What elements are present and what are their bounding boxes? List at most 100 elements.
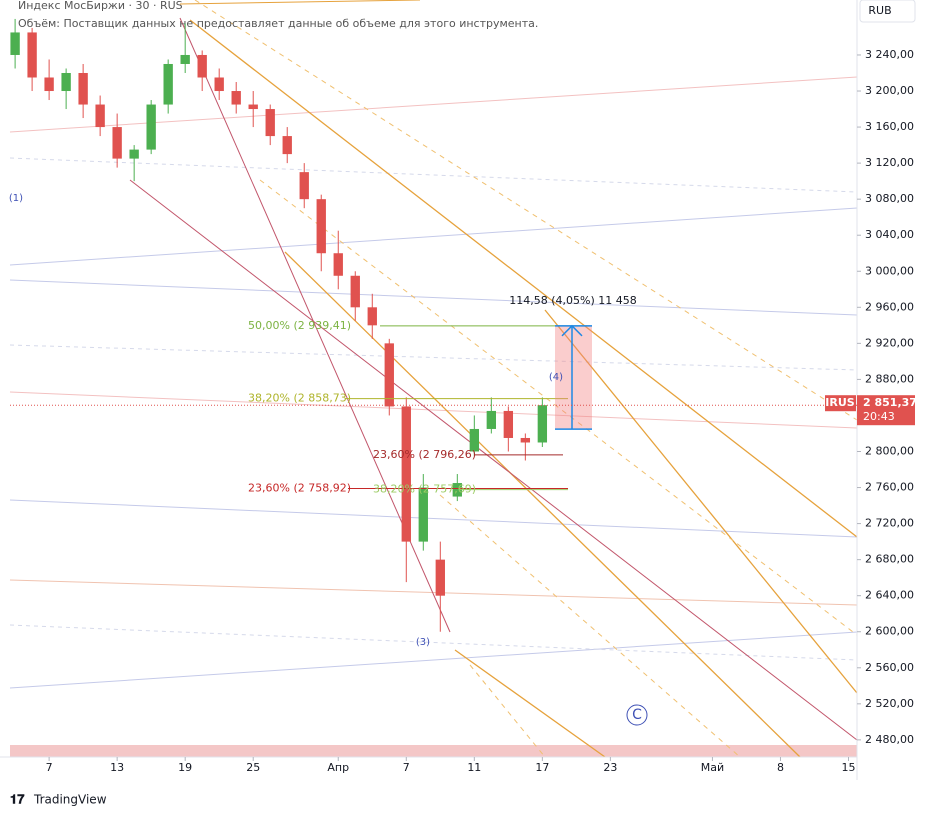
channel-line [194, 0, 858, 421]
y-tick-label: 2 960,00 [865, 300, 914, 313]
currency-button[interactable] [859, 0, 916, 23]
drawings [9, 0, 858, 758]
bottom-band [10, 745, 857, 757]
y-tick-label: 3 160,00 [865, 120, 914, 133]
y-tick-label: 3 000,00 [865, 264, 914, 277]
candle-body [27, 32, 37, 78]
y-tick-label: 3 040,00 [865, 228, 914, 241]
candle-body [503, 410, 514, 438]
wave-line [179, 0, 421, 5]
y-tick-label: 2 720,00 [865, 517, 914, 530]
candle-body [282, 136, 292, 155]
wave-line [129, 179, 858, 741]
y-tick-label: 2 760,00 [865, 481, 914, 494]
y-tick-label: 2 640,00 [865, 589, 914, 602]
logo-mark: 𝟏𝟕 [10, 793, 25, 808]
fib-label: 38,20% (2 858,73) [248, 392, 351, 405]
candle-body [180, 54, 190, 64]
y-tick-label: 2 560,00 [865, 661, 914, 674]
countdown: 20:43 [863, 410, 895, 423]
candle-body [129, 149, 139, 159]
x-tick-label: 7 [46, 761, 53, 774]
last-price-label: 2 851,37 [863, 396, 917, 409]
y-tick-label: 2 880,00 [865, 372, 914, 385]
y-tick-label: 2 600,00 [865, 625, 914, 638]
wave-label: (3) [416, 637, 430, 648]
x-tick-label: 7 [403, 761, 410, 774]
candle-body [333, 253, 343, 276]
brand: TradingView [33, 793, 107, 807]
x-tick-label: 11 [467, 761, 481, 774]
fib-label: 23,60% (2 758,92) [248, 482, 351, 495]
channel-line [544, 309, 858, 694]
wave-label: (4) [549, 372, 563, 383]
candle-body [44, 77, 54, 92]
measure-box [555, 325, 592, 430]
symbol-label: IRUS [825, 396, 854, 409]
x-tick-label: 17 [535, 761, 549, 774]
fib-label: 50,00% (2 939,41) [248, 319, 351, 332]
fib-label: 23,60% (2 796,26) [373, 448, 476, 461]
candle-body [197, 54, 207, 78]
channel-line [439, 494, 741, 758]
wave-circle [626, 704, 648, 726]
x-tick-label: 8 [777, 761, 784, 774]
x-tick-label: 25 [246, 761, 260, 774]
channel-line [454, 649, 606, 758]
y-tick-label: 2 920,00 [865, 336, 914, 349]
candle-body [367, 307, 377, 326]
y-tick-label: 2 520,00 [865, 697, 914, 710]
y-tick-label: 2 800,00 [865, 444, 914, 457]
candle-body [469, 428, 479, 452]
candle-body [10, 32, 20, 55]
candle-body [435, 559, 445, 596]
trend-line [9, 157, 858, 193]
candle-body [401, 406, 411, 542]
candle-body [418, 487, 428, 542]
candle-body [231, 91, 241, 105]
trend-line [9, 624, 858, 661]
x-tick-label: Май [701, 761, 724, 774]
symbol-title: Индекс МосБиржи · 30 · RUS [18, 0, 183, 12]
candle-body [520, 437, 531, 443]
trend-line [9, 499, 858, 538]
candle-body [265, 109, 275, 137]
currency[interactable]: RUB [868, 4, 891, 17]
y-tick-label: 3 200,00 [865, 84, 914, 97]
volume-note: Объём: Поставщик данных не предоставляет… [18, 17, 538, 30]
x-tick-label: 13 [110, 761, 124, 774]
candle-body [316, 199, 326, 254]
fib-label: 38,20% (2 757,69) [373, 483, 476, 496]
symbol-badge [825, 395, 856, 412]
x-tick-label: 19 [178, 761, 192, 774]
candle-body [163, 63, 173, 105]
wave-label: C [632, 707, 642, 723]
candle-body [78, 72, 88, 105]
candle-body [214, 77, 224, 92]
trend-line [9, 279, 858, 316]
x-tick-label: 15 [841, 761, 855, 774]
candle-body [95, 104, 105, 128]
y-tick-label: 3 080,00 [865, 192, 914, 205]
x-tick-label: Апр [327, 761, 349, 774]
trend-line [9, 631, 858, 689]
x-tick-label: 23 [603, 761, 617, 774]
trend-line [9, 579, 858, 606]
candle-body [248, 104, 258, 110]
y-tick-label: 2 480,00 [865, 733, 914, 746]
candle-body [299, 172, 309, 200]
wave-label: (1) [9, 193, 23, 204]
trend-line [9, 207, 858, 266]
y-tick-label: 3 240,00 [865, 48, 914, 61]
candle-body [486, 410, 497, 429]
y-tick-label: 2 680,00 [865, 553, 914, 566]
candle-body [146, 104, 156, 150]
candle-body [452, 483, 462, 497]
candle-body [537, 405, 548, 443]
channel-line [284, 251, 801, 758]
candle-body [384, 343, 394, 407]
trend-line [9, 344, 858, 371]
